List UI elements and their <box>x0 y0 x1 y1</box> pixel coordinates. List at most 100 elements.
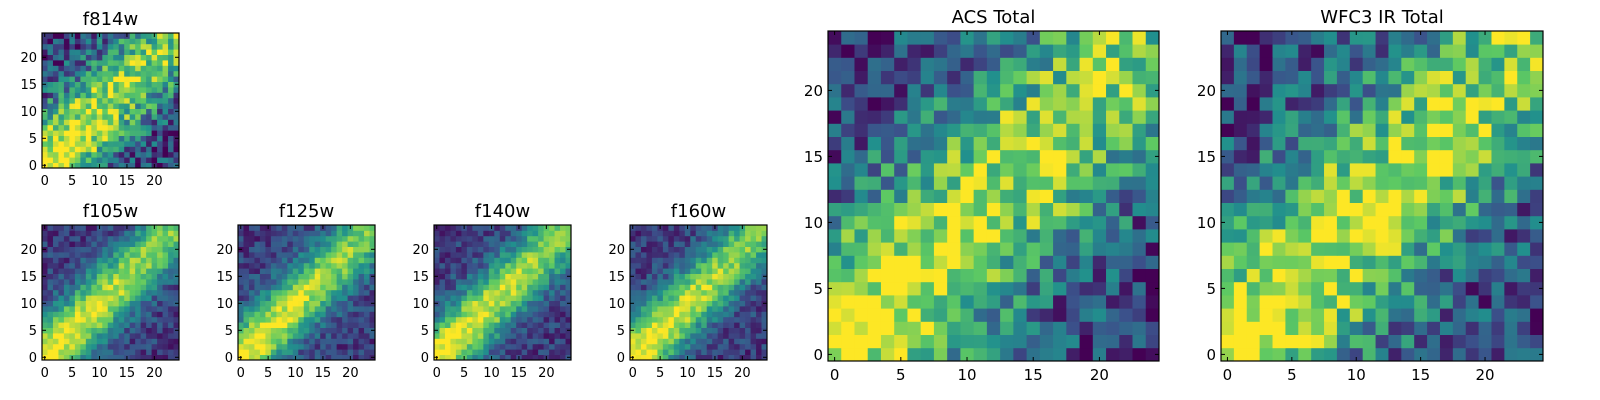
heatmap-cell <box>157 230 163 237</box>
heatmap-cell <box>118 333 125 339</box>
heatmap-cell <box>920 202 935 217</box>
heatmap-cell <box>58 225 65 231</box>
heatmap-cell <box>331 306 338 312</box>
heatmap-cell <box>854 123 869 137</box>
heatmap-cell <box>52 119 59 126</box>
heatmap-cell <box>466 322 473 328</box>
heatmap-cell <box>85 354 92 361</box>
heatmap-cell <box>734 311 740 318</box>
heatmap-cell <box>527 246 534 253</box>
heatmap-cell <box>107 316 114 323</box>
heatmap-cell <box>986 136 1001 151</box>
heatmap-cell <box>1504 44 1518 58</box>
heatmap-cell <box>303 279 310 285</box>
heatmap-cell <box>646 316 653 323</box>
heatmap-cell <box>248 273 255 280</box>
heatmap-cell <box>69 130 76 136</box>
heatmap-cell <box>1375 321 1389 335</box>
heatmap-cell <box>472 338 479 345</box>
heatmap-cell <box>450 295 457 301</box>
heatmap-cell <box>560 257 566 264</box>
heatmap-cell <box>270 289 277 296</box>
heatmap-cell <box>841 31 855 45</box>
heatmap-cell <box>140 119 147 126</box>
heatmap-cell <box>494 322 501 328</box>
heatmap-cell <box>347 327 354 334</box>
heatmap-cell <box>477 252 484 258</box>
heatmap-cell <box>276 349 283 355</box>
heatmap-cell <box>58 49 65 55</box>
heatmap-cell <box>739 343 746 350</box>
heatmap-cell <box>47 230 54 237</box>
y-tick-label: 0 <box>813 346 823 364</box>
heatmap-cell <box>162 141 169 147</box>
heatmap-cell <box>85 87 92 93</box>
heatmap-cell <box>933 83 948 98</box>
heatmap-cell <box>113 306 120 312</box>
heatmap-cell <box>91 146 98 153</box>
heatmap-cell <box>723 262 730 269</box>
heatmap-cell <box>510 343 517 350</box>
heatmap-cell <box>287 252 294 258</box>
heatmap-cell <box>140 114 147 120</box>
heatmap-cell <box>135 119 142 126</box>
heatmap-cell <box>1053 255 1067 269</box>
heatmap-cell <box>706 284 713 291</box>
heatmap-cell <box>69 92 76 99</box>
heatmap-cell <box>118 316 125 323</box>
heatmap-cell <box>151 70 158 77</box>
heatmap-cell <box>107 76 114 82</box>
heatmap-cell <box>135 33 142 39</box>
heatmap-cell <box>538 252 544 258</box>
heatmap-cell <box>488 235 495 242</box>
heatmap-cell <box>58 262 65 269</box>
heatmap-cell <box>1221 57 1235 71</box>
y-tick-label: 15 <box>804 148 823 166</box>
heatmap-cell <box>1079 70 1094 85</box>
heatmap-cell <box>651 354 658 361</box>
heatmap-cell <box>684 316 691 323</box>
heatmap-cell <box>673 333 680 339</box>
heatmap-cell <box>651 252 658 258</box>
heatmap-cell <box>434 241 440 247</box>
heatmap-cell <box>461 295 468 301</box>
heatmap-cell <box>1401 163 1415 177</box>
heatmap-cell <box>455 262 462 269</box>
heatmap-cell <box>309 349 316 355</box>
heatmap-cell <box>646 252 653 258</box>
heatmap-cell <box>157 306 163 312</box>
heatmap-cell <box>118 246 125 253</box>
heatmap-cell <box>635 354 642 361</box>
heatmap-cell <box>1401 308 1415 322</box>
heatmap-cell <box>1106 268 1120 283</box>
heatmap-cell <box>651 322 658 328</box>
heatmap-cell <box>684 322 691 328</box>
heatmap-cell <box>173 130 180 136</box>
heatmap-cell <box>74 225 81 231</box>
x-tick-label: 20 <box>1475 366 1494 384</box>
heatmap-cell <box>162 349 169 355</box>
heatmap-cell <box>538 279 544 285</box>
heatmap-cell <box>80 146 87 153</box>
heatmap-cell <box>630 289 636 296</box>
heatmap-cell <box>69 65 76 72</box>
heatmap-cell <box>1439 176 1454 190</box>
heatmap-cell <box>80 273 87 280</box>
heatmap-cell <box>1465 295 1479 309</box>
heatmap-cell <box>91 43 98 50</box>
heatmap-cell <box>734 300 740 307</box>
heatmap-cell <box>1079 229 1094 243</box>
heatmap-cell <box>867 347 882 362</box>
heatmap-cell <box>58 76 65 82</box>
heatmap-cell <box>146 349 152 355</box>
heatmap-cell <box>248 300 255 307</box>
heatmap-cell <box>894 163 908 177</box>
heatmap-cell <box>173 257 180 264</box>
heatmap-cell <box>684 306 691 312</box>
heatmap-cell <box>450 349 457 355</box>
heatmap-cell <box>102 246 109 253</box>
heatmap-cell <box>331 343 338 350</box>
heatmap-cell <box>118 65 125 72</box>
heatmap-cell <box>265 230 272 237</box>
heatmap-cell <box>488 300 495 307</box>
